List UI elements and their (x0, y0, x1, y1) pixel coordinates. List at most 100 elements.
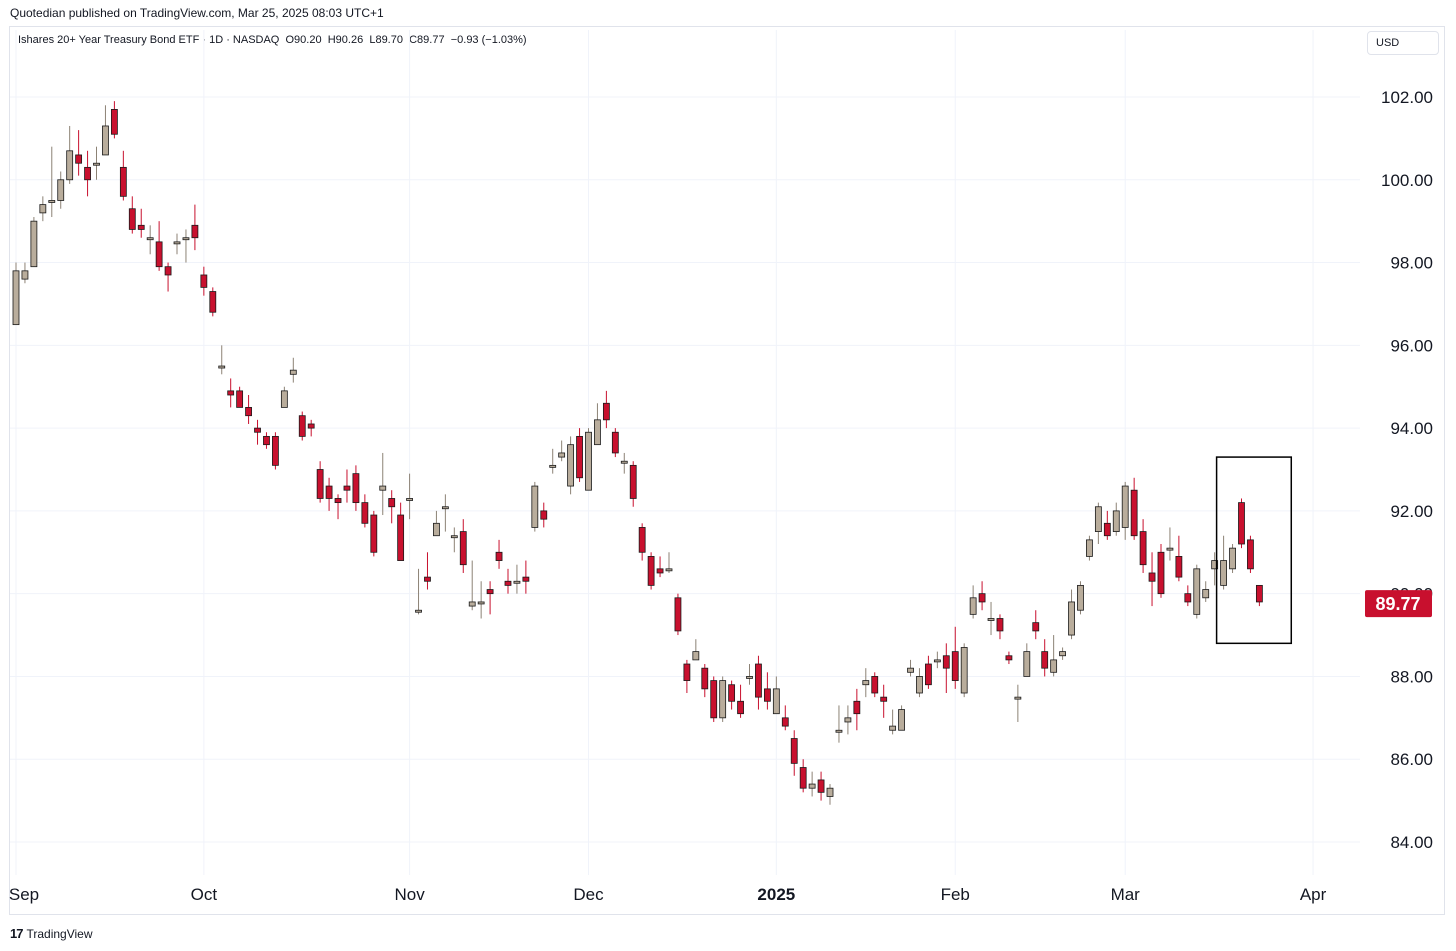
candle-body (701, 667, 709, 690)
candle-body (549, 464, 557, 468)
candle (755, 655, 762, 710)
candle (21, 262, 29, 284)
candle (826, 784, 834, 805)
y-tick-label: 94.00 (1390, 419, 1433, 438)
candle-body (1175, 556, 1183, 578)
candle-body (862, 680, 870, 686)
candle-body (647, 556, 655, 586)
candle (513, 564, 521, 594)
candle (119, 150, 127, 201)
candle (218, 345, 226, 375)
candle (84, 150, 91, 197)
candle-body (137, 224, 145, 230)
candle-body (325, 485, 333, 499)
candle-body (1103, 522, 1111, 537)
chart-legend: Ishares 20+ Year Treasury Bond ETF · 1D … (18, 34, 527, 46)
candle (468, 560, 476, 611)
candle (424, 552, 431, 590)
y-tick-label: 100.00 (1381, 171, 1433, 190)
candle-body (710, 680, 718, 719)
candle (772, 676, 780, 715)
candle-body (620, 460, 628, 464)
currency-button[interactable]: USD (1367, 31, 1439, 55)
candle-body (1220, 560, 1228, 586)
candle (925, 655, 932, 689)
candle (1175, 535, 1183, 582)
x-tick-label: 2025 (757, 885, 795, 904)
candle (576, 428, 583, 482)
candle-body (1121, 485, 1129, 528)
candle-body (441, 506, 449, 510)
candle (146, 225, 154, 255)
candle-body (925, 663, 932, 686)
candle (1032, 610, 1040, 640)
candle-body (942, 655, 950, 669)
x-tick-label: Apr (1300, 885, 1327, 904)
candle-body (960, 647, 968, 694)
candle-body (218, 365, 226, 369)
candle-body (978, 593, 986, 603)
candle (844, 705, 852, 735)
candle-body (1202, 589, 1210, 599)
candle (164, 262, 172, 292)
candle (594, 403, 601, 446)
candle-body (933, 659, 941, 663)
candle-body (1014, 696, 1022, 700)
tradingview-brand: TradingView (26, 926, 93, 941)
candle (388, 490, 396, 524)
candle-body (585, 431, 592, 491)
candle (325, 477, 333, 511)
candle (933, 651, 941, 669)
candle (808, 771, 816, 797)
candle (110, 101, 118, 139)
candle-body (1068, 601, 1075, 636)
candle (969, 585, 977, 619)
candle-body (513, 580, 521, 584)
candle (316, 461, 324, 503)
candle-body (75, 154, 83, 164)
candle (1121, 481, 1129, 540)
candle-body (424, 576, 431, 582)
candle (39, 196, 47, 222)
candle-body (772, 688, 780, 715)
candle (1220, 535, 1228, 590)
candle (1229, 544, 1236, 573)
candle-body (477, 601, 485, 605)
chart-frame (9, 26, 1445, 915)
candle-body (1077, 584, 1084, 611)
candle-body (755, 663, 762, 698)
candle (1014, 684, 1022, 722)
candle (710, 676, 718, 722)
candle-body (155, 241, 163, 268)
candle (1255, 584, 1263, 607)
candle (173, 233, 181, 255)
candle (916, 668, 923, 698)
y-tick-label: 98.00 (1390, 254, 1433, 273)
candle (1086, 535, 1093, 561)
candle (790, 730, 798, 776)
candle-body (683, 663, 691, 681)
candle (1077, 581, 1084, 615)
candle (540, 502, 548, 528)
candle-body (871, 676, 879, 694)
candle (289, 357, 297, 383)
candle (951, 626, 959, 689)
candle-body (84, 166, 91, 181)
highlight-box (1215, 456, 1293, 645)
candle-body (799, 767, 807, 789)
candle (1103, 510, 1111, 540)
candle (433, 510, 440, 537)
candle (1211, 552, 1219, 586)
candle (558, 440, 566, 462)
candle (397, 502, 405, 561)
candle-body (826, 787, 834, 797)
candle (719, 676, 727, 722)
candle (620, 452, 628, 474)
x-tick-label: Sep (9, 885, 39, 904)
y-tick-label: 86.00 (1390, 750, 1433, 769)
candle (1148, 552, 1156, 607)
candle-body (209, 291, 217, 313)
candle (1238, 498, 1245, 549)
candle (236, 386, 244, 408)
